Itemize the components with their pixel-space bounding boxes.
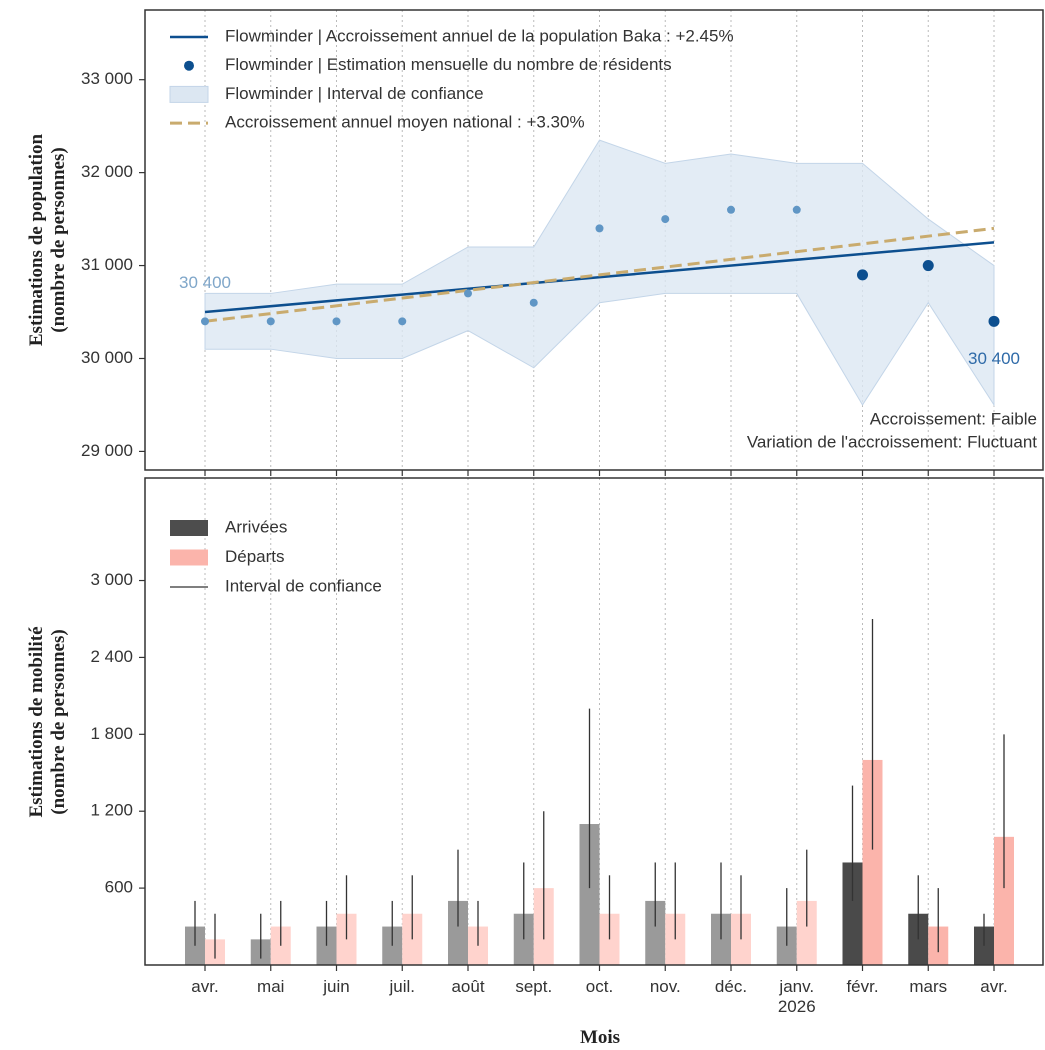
x-tick-label: juin [323, 977, 350, 996]
y-tick-label: 1 200 [90, 801, 133, 820]
point [988, 315, 1000, 327]
y-tick-label: 3 000 [90, 570, 133, 589]
bar [862, 759, 883, 965]
legend-swatch [170, 549, 208, 566]
legend-label: Arrivées [225, 517, 287, 536]
legend-swatch [170, 520, 208, 536]
plot-frame [144, 9, 1044, 471]
x-tick-label: août [451, 977, 485, 996]
point [792, 205, 801, 214]
y-axis-label: Estimations de population (nombre de per… [26, 133, 69, 347]
note: Variation de l'accroissement: Fluctuant [747, 432, 1037, 451]
annotation: 30 400 [968, 349, 1020, 368]
point [201, 317, 209, 326]
x-axis-label: Mois [579, 1027, 621, 1048]
y-tick-label: 600 [105, 878, 133, 897]
y-tick-label: 32 000 [81, 162, 133, 181]
y-tick-label: 29 000 [81, 441, 133, 460]
bar [994, 836, 1014, 965]
bar [579, 824, 600, 965]
point [398, 317, 407, 326]
legend-swatch [184, 60, 194, 71]
x-tick-label: oct. [585, 977, 614, 996]
y-tick-label: 1 800 [90, 724, 133, 743]
bar [842, 862, 863, 965]
x-tick-label: avr. [191, 977, 219, 996]
y-axis-label: Estimations de mobilité (nombre de perso… [26, 625, 69, 818]
y-tick-label: 31 000 [81, 255, 133, 274]
y-tick-label: 33 000 [81, 69, 133, 88]
x-tick-label: avr. [980, 977, 1008, 996]
x-tick-label: déc. [714, 977, 748, 996]
legend-label: Interval de confiance [225, 576, 382, 595]
bar [645, 900, 666, 965]
point [464, 289, 472, 298]
point [727, 205, 735, 214]
x-tick-label: sept. [515, 977, 553, 996]
point [529, 298, 538, 307]
legend-swatch [169, 85, 209, 103]
point [332, 317, 341, 326]
legend-label: Accroissement annuel moyen national : +3… [225, 113, 585, 132]
point [595, 224, 604, 233]
x-tick-label: juil. [389, 977, 416, 996]
x-tick-label: mai [257, 977, 285, 996]
note: Accroissement: Faible [870, 409, 1037, 428]
national-trend-line [204, 226, 995, 323]
point [857, 269, 868, 281]
legend-label: Flowminder | Estimation mensuelle du nom… [225, 55, 672, 74]
y-tick-label: 2 400 [90, 647, 133, 666]
bar [796, 900, 817, 965]
trend-line [204, 241, 995, 314]
x-tick-label: janv. 2026 [777, 977, 816, 1016]
point [266, 317, 275, 326]
x-tick-label: nov. [649, 977, 681, 996]
legend-label: Départs [225, 547, 285, 566]
bar [448, 900, 468, 965]
x-tick-label: mars [909, 977, 948, 996]
plot-frame [144, 477, 1044, 966]
annotation: 30 400 [179, 273, 231, 292]
legend-label: Flowminder | Interval de confiance [225, 84, 484, 103]
x-tick-label: févr. [846, 977, 879, 996]
point [661, 215, 670, 224]
legend-label: Flowminder | Accroissement annuel de la … [225, 26, 734, 45]
point [922, 260, 934, 272]
y-tick-label: 30 000 [81, 348, 133, 367]
